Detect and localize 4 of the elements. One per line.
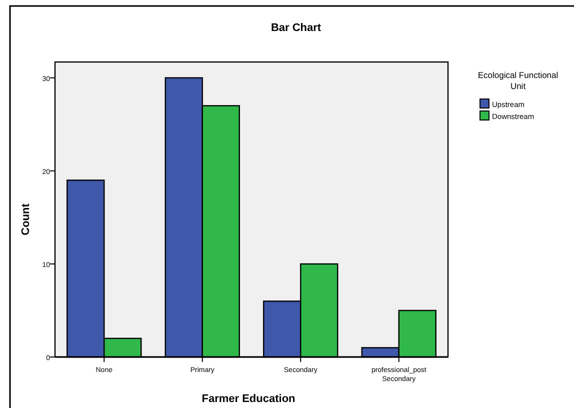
x-axis-title: Farmer Education — [202, 393, 296, 405]
legend-title: Ecological Functional Unit — [478, 70, 558, 91]
chart-title: Bar Chart — [270, 22, 322, 34]
y-axis-title: Count — [20, 203, 32, 236]
